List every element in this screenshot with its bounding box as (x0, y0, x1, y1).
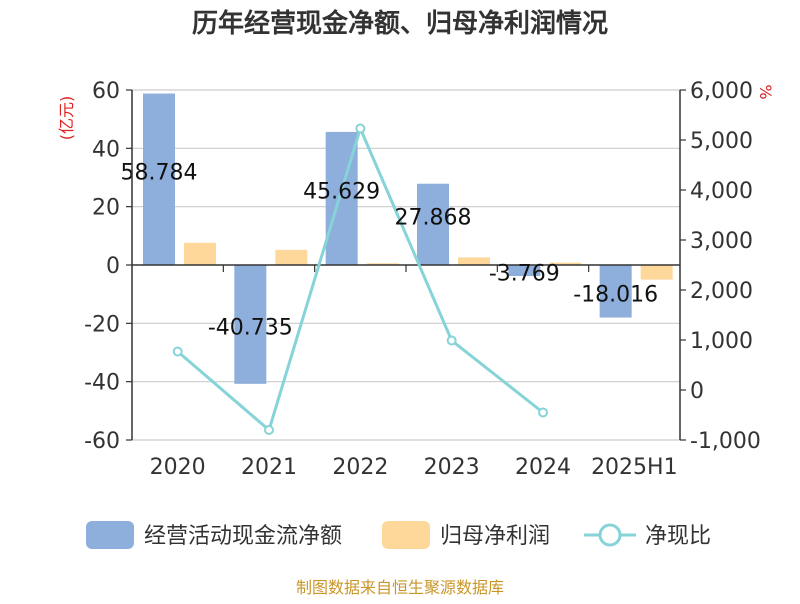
legend-label-ratio: 净现比 (645, 524, 711, 549)
legend-swatch-net-profit (382, 521, 430, 549)
right-tick-label: -1,000 (690, 429, 761, 454)
category-label: 2023 (424, 455, 480, 480)
right-axis-ticks: 6,000 5,000 4,000 3,000 2,000 1,000 0 -1,000 (680, 79, 761, 454)
category-label: 2024 (515, 455, 571, 480)
bar-net-profit[interactable] (184, 242, 216, 265)
bar-cash-flow[interactable] (417, 183, 449, 265)
left-tick-label: 20 (92, 196, 120, 221)
category-label: 2025H1 (591, 455, 678, 480)
left-axis-unit: (亿元) (57, 96, 76, 141)
x-axis-categories: 2020 2021 2022 2023 2024 2025H1 (150, 455, 678, 480)
left-tick-label: 60 (92, 79, 120, 104)
legend-item-cash-flow[interactable]: 经营活动现金流净额 (86, 521, 342, 549)
bar-net-profit[interactable] (458, 257, 490, 265)
legend-item-ratio[interactable]: 净现比 (584, 523, 711, 549)
ratio-point[interactable] (446, 335, 457, 346)
data-labels: 58.784 -40.735 45.629 27.868 -3.769 -18.016 (121, 160, 659, 340)
bar-cash-flow[interactable] (508, 265, 541, 276)
ratio-point[interactable] (538, 407, 548, 418)
right-tick-label: 2,000 (690, 279, 753, 304)
bar-cash-flow[interactable] (143, 93, 175, 266)
legend-marker-ratio (598, 523, 622, 547)
right-axis: 6,000 5,000 4,000 3,000 2,000 1,000 0 -1,000 % (679, 79, 775, 454)
data-label-cash-flow: 27.868 (395, 205, 472, 230)
category-label: 2021 (241, 455, 297, 480)
bar-net-profit[interactable] (549, 262, 582, 265)
left-tick-label: 0 (106, 254, 120, 279)
left-tick-label: -60 (84, 429, 120, 454)
left-tick-label: -40 (84, 371, 120, 396)
data-label-cash-flow: -3.769 (489, 261, 560, 286)
legend-label-net-profit: 归母净利润 (440, 524, 550, 549)
data-label-cash-flow: 45.629 (303, 179, 380, 204)
legend: 经营活动现金流净额 归母净利润 净现比 (86, 521, 711, 549)
data-label-cash-flow: 58.784 (121, 160, 198, 185)
right-tick-label: 3,000 (690, 229, 753, 254)
chart-title: 历年经营现金净额、归母净利润情况 (192, 8, 608, 39)
ratio-point[interactable] (172, 346, 183, 357)
left-tick-label: -20 (84, 312, 120, 337)
data-label-cash-flow: -18.016 (573, 282, 658, 307)
bar-net-profit[interactable] (640, 265, 673, 280)
ratio-point[interactable] (264, 425, 274, 435)
right-tick-label: 0 (690, 379, 704, 404)
right-axis-unit: % (756, 84, 775, 99)
bar-cash-flow[interactable] (599, 265, 632, 318)
ratio-point[interactable] (355, 123, 366, 134)
right-tick-label: 6,000 (690, 79, 753, 104)
legend-swatch-cash-flow (86, 521, 134, 549)
bar-net-profit[interactable] (275, 249, 308, 265)
ratio-line-series (172, 123, 548, 435)
bar-net-profit[interactable] (366, 263, 399, 265)
right-tick-label: 5,000 (690, 129, 753, 154)
left-tick-label: 40 (92, 137, 120, 162)
bar-cash-flow[interactable] (234, 265, 267, 384)
data-source-note: 制图数据来自恒生聚源数据库 (296, 578, 504, 597)
legend-label-cash-flow: 经营活动现金流净额 (144, 524, 342, 549)
category-label: 2020 (150, 455, 206, 480)
left-axis: 60 40 20 0 -20 -40 -60 (亿元) (57, 79, 133, 454)
zero-baseline (132, 264, 680, 272)
data-label-cash-flow: -40.735 (208, 315, 293, 340)
left-axis-ticks: 60 40 20 0 -20 -40 -60 (84, 79, 132, 454)
gridlines (132, 89, 680, 441)
category-label: 2022 (332, 455, 388, 480)
right-tick-label: 1,000 (690, 329, 753, 354)
legend-item-net-profit[interactable]: 归母净利润 (382, 521, 550, 549)
right-tick-label: 4,000 (690, 179, 753, 204)
